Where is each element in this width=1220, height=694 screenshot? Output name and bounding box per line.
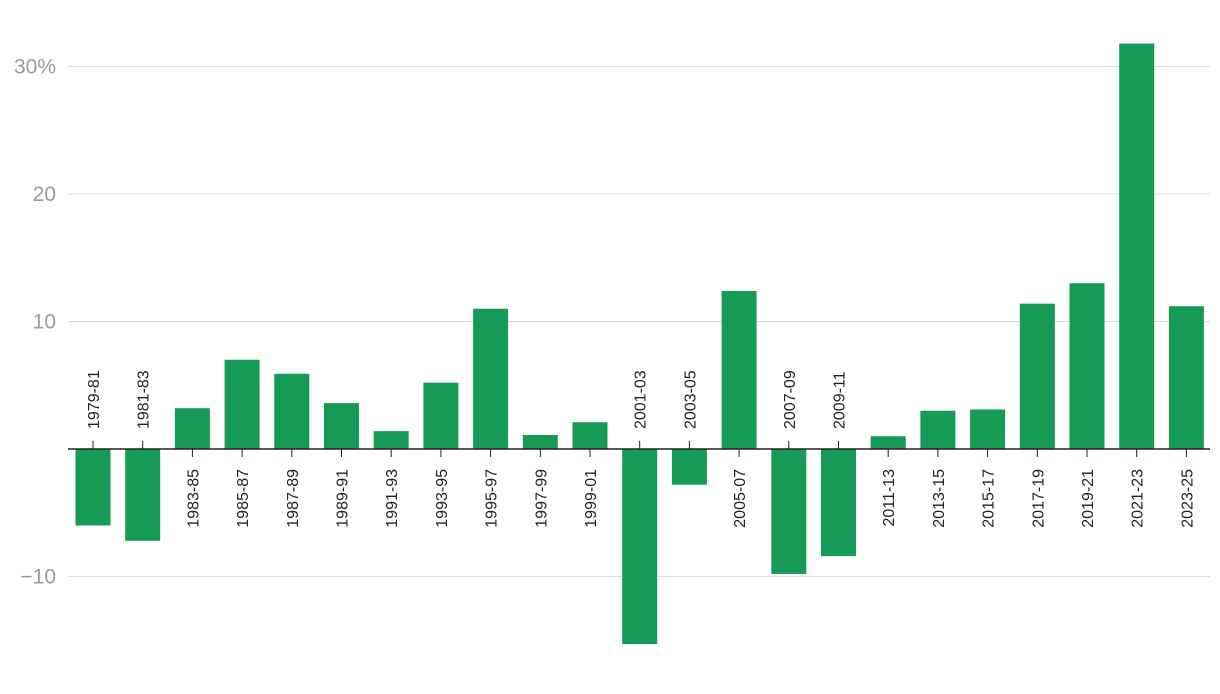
x-axis xyxy=(68,441,1210,457)
x-tick-label: 2007-09 xyxy=(782,370,799,429)
x-axis-tick-labels: 1979-81 1981-83 1983-85 1985-87 1987-89 1989-… xyxy=(86,370,1196,528)
bar-2003-05 xyxy=(671,449,707,485)
bar-2017-19 xyxy=(1019,303,1055,449)
x-tick-label: 2017-19 xyxy=(1030,469,1047,528)
bar-1979-81 xyxy=(75,449,111,526)
bar-2023-25 xyxy=(1168,306,1204,449)
x-tick-label: 2021-23 xyxy=(1130,469,1147,528)
x-tick-label: 1987-89 xyxy=(285,469,302,528)
bar-2015-17 xyxy=(970,409,1006,449)
x-tick-label: 2011-13 xyxy=(881,469,898,527)
x-tick-label: 1991-93 xyxy=(384,469,401,528)
y-tick-label: 20 xyxy=(33,183,56,206)
x-tick-label: 2023-25 xyxy=(1179,469,1196,528)
bar-2009-11 xyxy=(821,449,856,557)
bar-1983-85 xyxy=(174,408,210,449)
bar-1991-93 xyxy=(373,431,409,449)
x-tick-label: 1981-83 xyxy=(136,370,153,429)
bar-2013-15 xyxy=(920,410,956,449)
bar-2021-23 xyxy=(1119,43,1155,450)
y-tick-label: −10 xyxy=(20,566,56,589)
bar-2019-21 xyxy=(1069,283,1105,449)
bar-1989-91 xyxy=(324,403,359,449)
bar-2005-07 xyxy=(721,290,757,449)
bar-1985-87 xyxy=(224,359,260,449)
x-tick-label: 2019-21 xyxy=(1080,469,1097,528)
x-tick-label: 1995-97 xyxy=(484,469,501,528)
x-tick-label: 1983-85 xyxy=(185,469,202,528)
x-tick-label: 1999-01 xyxy=(583,469,600,528)
bar-1987-89 xyxy=(274,373,310,449)
bar-1993-95 xyxy=(423,382,459,449)
x-tick-label: 2009-11 xyxy=(832,371,849,429)
x-tick-label: 2001-03 xyxy=(633,370,650,429)
bar-1981-83 xyxy=(125,449,161,541)
x-tick-label: 2005-07 xyxy=(732,469,749,528)
bar-2001-03 xyxy=(622,449,658,645)
x-tick-label: 1985-87 xyxy=(235,469,252,528)
x-tick-label: 1997-99 xyxy=(533,469,550,528)
bars xyxy=(75,43,1204,645)
x-tick-label: 1989-91 xyxy=(335,469,352,528)
y-tick-label: 30% xyxy=(14,56,56,79)
y-tick-label: 10 xyxy=(33,311,56,334)
x-tick-label: 2003-05 xyxy=(682,370,699,429)
bar-1995-97 xyxy=(473,308,509,449)
x-tick-label: 1979-81 xyxy=(86,370,103,429)
x-tick-label: 2013-15 xyxy=(931,469,948,528)
bar-1997-99 xyxy=(522,434,558,449)
bar-2007-09 xyxy=(771,449,807,574)
x-tick-label: 2015-17 xyxy=(981,469,998,528)
bar-2011-13 xyxy=(870,436,906,449)
x-tick-label: 1993-95 xyxy=(434,469,451,528)
bar-1999-01 xyxy=(572,422,608,449)
y-axis-tick-labels: −10 10 20 30% xyxy=(14,56,56,589)
